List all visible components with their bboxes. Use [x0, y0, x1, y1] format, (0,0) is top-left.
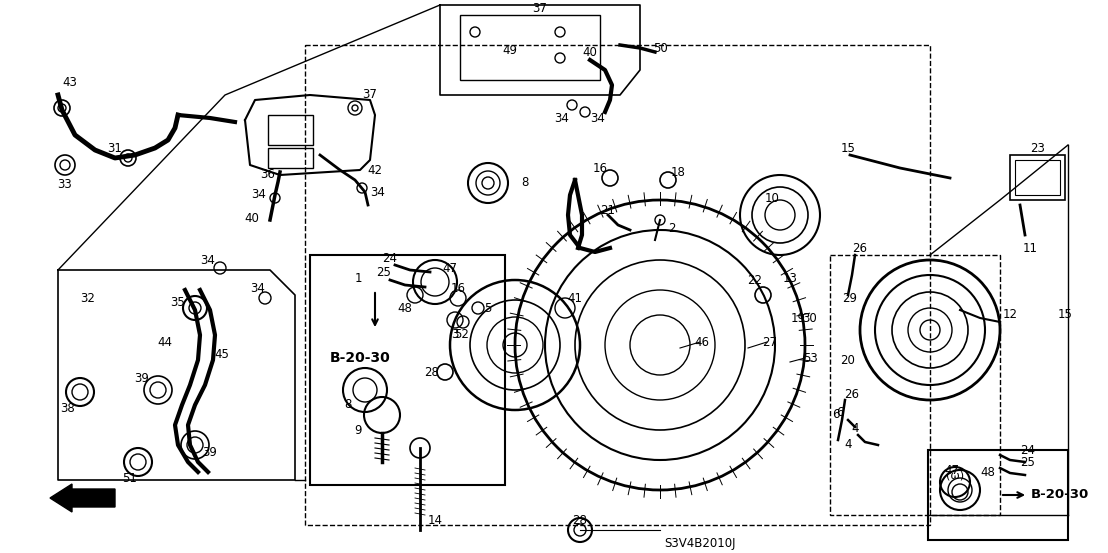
Text: 4: 4 [851, 421, 859, 435]
Text: 50: 50 [653, 41, 667, 55]
Text: 34: 34 [370, 185, 386, 199]
Text: 44: 44 [157, 336, 173, 348]
Text: 12: 12 [1003, 309, 1017, 321]
Bar [268, 148, 312, 168]
Text: 34: 34 [555, 112, 570, 124]
Text: FR.: FR. [61, 492, 83, 504]
Text: 16: 16 [593, 161, 607, 175]
Text: 37: 37 [362, 88, 378, 102]
Text: 52: 52 [454, 328, 470, 342]
FancyArrow shape [50, 484, 115, 512]
Text: 27: 27 [762, 336, 778, 348]
Text: 26: 26 [852, 242, 868, 254]
Bar [1015, 160, 1060, 195]
Text: 23: 23 [1030, 142, 1046, 154]
Text: 28: 28 [573, 514, 587, 526]
Text: 35: 35 [171, 295, 185, 309]
Bar [1010, 155, 1065, 200]
Text: 39: 39 [134, 372, 150, 384]
Text: 37: 37 [533, 2, 547, 14]
Text: 16: 16 [451, 281, 465, 295]
Text: 19: 19 [790, 311, 806, 325]
Text: 47: 47 [442, 262, 458, 274]
Text: 18: 18 [670, 165, 686, 179]
Text: 6: 6 [837, 406, 844, 420]
Text: 24: 24 [382, 252, 398, 264]
Text: 11: 11 [1023, 242, 1037, 254]
Text: 15: 15 [841, 142, 855, 154]
Text: (ω): (ω) [946, 470, 964, 480]
Text: S3V4B2010J: S3V4B2010J [665, 536, 736, 550]
Text: 34: 34 [252, 189, 266, 201]
Text: 42: 42 [368, 164, 382, 176]
Text: 10: 10 [765, 191, 779, 205]
Text: 2: 2 [668, 222, 676, 234]
Text: 53: 53 [802, 352, 818, 364]
Text: 47: 47 [944, 463, 960, 477]
Text: 14: 14 [428, 514, 442, 526]
Text: 31: 31 [107, 142, 123, 154]
Text: 39: 39 [203, 446, 217, 458]
Text: 34: 34 [201, 253, 215, 267]
Text: 40: 40 [583, 45, 597, 59]
Text: 34: 34 [250, 281, 266, 295]
Text: 36: 36 [260, 169, 276, 181]
Text: 13: 13 [782, 272, 798, 284]
Text: 25: 25 [377, 267, 391, 279]
Bar [929, 450, 1068, 540]
Text: 32: 32 [81, 291, 95, 305]
Text: 3: 3 [451, 328, 459, 342]
Text: 15: 15 [1057, 309, 1073, 321]
Text: 22: 22 [748, 274, 762, 286]
Text: 24: 24 [1020, 444, 1036, 456]
Text: 46: 46 [695, 336, 709, 348]
Text: 8: 8 [521, 176, 529, 190]
Text: 48: 48 [981, 466, 995, 478]
Text: 48: 48 [398, 301, 412, 315]
Text: 33: 33 [58, 179, 72, 191]
Text: 49: 49 [503, 44, 517, 56]
Bar [830, 255, 1001, 515]
Text: 9: 9 [355, 424, 361, 436]
Text: 21: 21 [601, 204, 616, 217]
Text: 25: 25 [1020, 456, 1036, 469]
Text: 20: 20 [841, 353, 855, 367]
Text: 29: 29 [842, 291, 858, 305]
Text: 34: 34 [591, 112, 605, 124]
Bar [305, 45, 930, 525]
Text: 51: 51 [123, 472, 137, 484]
Text: 4: 4 [844, 439, 852, 451]
Text: 41: 41 [567, 291, 583, 305]
Bar [310, 255, 505, 485]
Text: 43: 43 [62, 76, 78, 88]
Text: 26: 26 [844, 389, 860, 401]
Text: B-20-30: B-20-30 [329, 351, 390, 365]
Text: B-20-30: B-20-30 [1030, 488, 1089, 502]
Text: 1: 1 [355, 272, 361, 284]
Bar [460, 15, 601, 80]
Text: 40: 40 [245, 211, 259, 225]
Text: 45: 45 [215, 348, 229, 362]
Text: 30: 30 [802, 311, 818, 325]
Text: 28: 28 [424, 366, 440, 378]
Bar [268, 115, 312, 145]
Text: 6: 6 [832, 409, 840, 421]
Text: 8: 8 [345, 399, 351, 411]
Text: 38: 38 [61, 401, 75, 415]
Text: 5: 5 [484, 301, 492, 315]
